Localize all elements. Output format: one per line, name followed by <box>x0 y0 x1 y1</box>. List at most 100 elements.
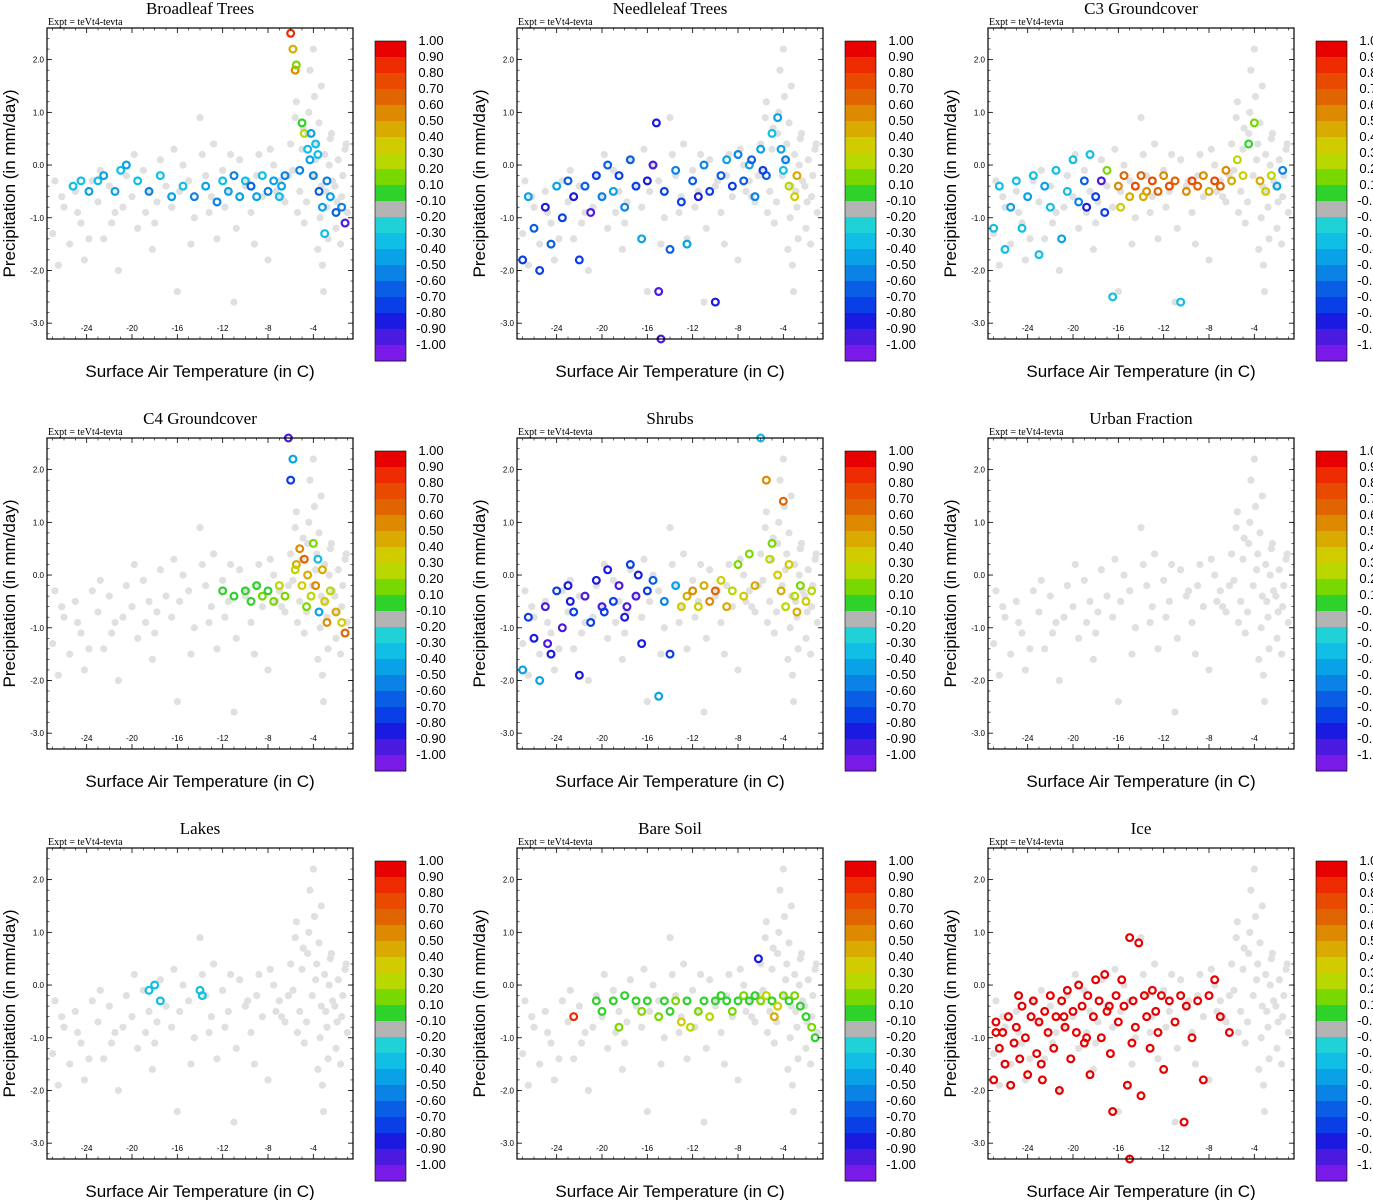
x-tick-label: -16 <box>642 324 654 333</box>
background-point <box>139 166 147 174</box>
colorbar-label: -0.60 <box>886 1093 916 1108</box>
background-point <box>791 150 799 159</box>
colorbar-label: -0.10 <box>886 1013 916 1028</box>
background-point <box>1146 618 1154 627</box>
expt-label: Expt = teVt4-tevta <box>518 837 593 848</box>
background-point <box>999 603 1007 611</box>
background-point <box>49 1049 57 1058</box>
background-point <box>720 1060 728 1068</box>
background-point <box>803 608 811 616</box>
colorbar-swatch <box>1316 1101 1347 1118</box>
data-point <box>778 991 788 1001</box>
background-point <box>1277 650 1286 658</box>
data-point <box>1091 192 1101 202</box>
data-point <box>1221 165 1231 175</box>
background-point <box>1251 92 1260 101</box>
colorbar-swatch <box>375 1117 406 1134</box>
y-tick-label: 2.0 <box>974 466 986 475</box>
data-point <box>633 570 643 580</box>
colorbar-label: 0.50 <box>418 523 443 538</box>
colorbar-swatch <box>1316 73 1347 90</box>
background-point <box>1071 970 1079 979</box>
colorbar-label: 0.10 <box>418 997 443 1012</box>
colorbar-label: 0.30 <box>888 965 913 980</box>
background-point <box>736 965 744 973</box>
colorbar-label: -1.00 <box>886 1157 916 1172</box>
colorbar-label: -0.40 <box>1357 651 1373 666</box>
background-point <box>1259 671 1267 679</box>
data-series <box>518 113 802 344</box>
colorbar-swatch <box>375 563 406 580</box>
colorbar-swatch <box>1316 41 1347 58</box>
colorbar-label: -0.60 <box>416 273 446 288</box>
colorbar-label: -1.00 <box>886 337 916 352</box>
background-point <box>638 1023 646 1031</box>
colorbar-swatch <box>845 451 876 468</box>
data-point <box>1119 171 1129 181</box>
background-point <box>1041 645 1049 653</box>
background-point <box>547 1039 555 1047</box>
y-tick-label: -2.0 <box>30 676 44 685</box>
x-tick-label: -8 <box>734 1144 742 1153</box>
data-point <box>1139 991 1149 1001</box>
colorbar-label: 0.30 <box>888 555 913 570</box>
colorbar-swatch <box>375 329 406 346</box>
colorbar-swatch <box>375 233 406 250</box>
data-point <box>1151 1006 1161 1016</box>
background-point <box>536 240 544 248</box>
background-point <box>304 949 312 958</box>
data-point <box>557 623 567 633</box>
colorbar-label: -0.80 <box>1357 305 1373 320</box>
background-point <box>740 571 748 579</box>
data-point <box>1266 171 1276 181</box>
background-point <box>638 613 646 621</box>
background-point <box>316 1034 324 1042</box>
background-point <box>227 150 235 159</box>
background-point <box>317 902 325 910</box>
data-point <box>801 1012 811 1022</box>
background-point <box>564 198 572 206</box>
colorbar-label: 0.50 <box>888 113 913 128</box>
data-point <box>144 186 154 196</box>
background-point <box>813 618 821 627</box>
y-tick-label: -2.0 <box>500 1086 514 1095</box>
background-point <box>1137 114 1145 122</box>
colorbar-frame <box>1315 40 1348 362</box>
background-point <box>1046 592 1054 600</box>
colorbar-label: 0.50 <box>1359 113 1373 128</box>
colorbar-swatch <box>845 1117 876 1134</box>
colorbar-swatch <box>375 345 406 362</box>
background-series <box>990 455 1292 716</box>
colorbar-swatch <box>375 755 406 772</box>
background-point <box>80 256 88 264</box>
data-point <box>597 192 607 202</box>
background-point <box>1037 576 1045 584</box>
colorbar-label: -0.10 <box>416 193 446 208</box>
data-point <box>1227 176 1237 186</box>
background-point <box>550 666 558 674</box>
data-point <box>68 181 78 191</box>
data-point <box>654 287 664 297</box>
data-point <box>1181 1001 1191 1011</box>
y-tick-label: 0.0 <box>503 161 515 170</box>
colorbar-swatch <box>1316 989 1347 1006</box>
data-point <box>676 1017 686 1027</box>
colorbar: 1.000.900.800.700.600.500.400.300.200.10… <box>844 853 916 1182</box>
data-point <box>1085 1070 1095 1080</box>
data-point <box>750 192 760 202</box>
data-point <box>792 607 802 617</box>
data-point <box>591 171 601 181</box>
data-point <box>240 586 250 596</box>
background-point <box>1265 645 1273 653</box>
x-tick-label: -24 <box>551 734 563 743</box>
background-point <box>168 1023 176 1031</box>
colorbar-label: -0.80 <box>886 1125 916 1140</box>
background-point <box>300 1039 308 1047</box>
x-tick-label: -16 <box>172 324 184 333</box>
background-point <box>224 1007 232 1016</box>
data-point <box>1193 996 1203 1006</box>
colorbar-swatch <box>845 233 876 250</box>
data-point <box>608 596 618 606</box>
background-point <box>702 1044 710 1052</box>
colorbar-label: 0.20 <box>888 161 913 176</box>
